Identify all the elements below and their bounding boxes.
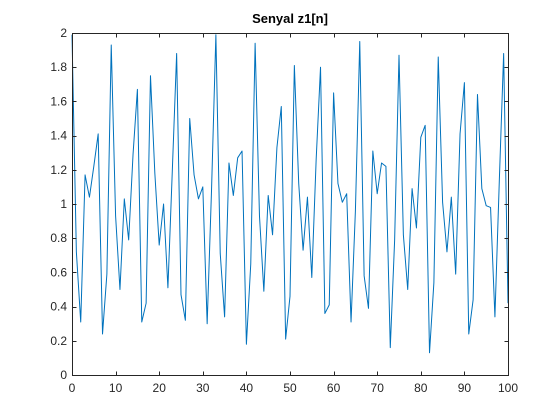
x-tick-label: 70 bbox=[371, 381, 385, 395]
y-tick-label: 1.4 bbox=[50, 129, 67, 143]
x-tick-label: 60 bbox=[327, 381, 341, 395]
series-line-1 bbox=[71, 34, 509, 354]
y-tick-label: 0 bbox=[60, 368, 67, 382]
x-tick-label: 20 bbox=[153, 381, 167, 395]
series-layer bbox=[71, 34, 509, 354]
y-tick-label: 0.2 bbox=[50, 334, 67, 348]
x-tick-label: 40 bbox=[240, 381, 254, 395]
y-tick-label: 1.8 bbox=[50, 60, 67, 74]
x-tick-label: 90 bbox=[458, 381, 472, 395]
y-tick-label: 2 bbox=[60, 26, 67, 40]
y-tick-label: 1.6 bbox=[50, 94, 67, 108]
tick-layer: 0 10 20 30 40 50 60 70 80 90 100 0 0.2 0.4 0.6 0.8 1 1.2 1… bbox=[50, 26, 518, 395]
x-tick-label: 30 bbox=[196, 381, 210, 395]
y-tick-label: 1 bbox=[60, 197, 67, 211]
x-tick-label: 0 bbox=[69, 381, 76, 395]
y-tick-label: 0.6 bbox=[50, 265, 67, 279]
y-tick-label: 1.2 bbox=[50, 163, 67, 177]
x-tick-label: 10 bbox=[109, 381, 123, 395]
y-tick-label: 0.8 bbox=[50, 231, 67, 245]
x-tick-label: 100 bbox=[498, 381, 518, 395]
chart-title: Senyal z1[n] bbox=[252, 11, 328, 26]
x-tick-label: 50 bbox=[283, 381, 297, 395]
y-tick-label: 0.4 bbox=[50, 300, 67, 314]
x-tick-label: 80 bbox=[414, 381, 428, 395]
